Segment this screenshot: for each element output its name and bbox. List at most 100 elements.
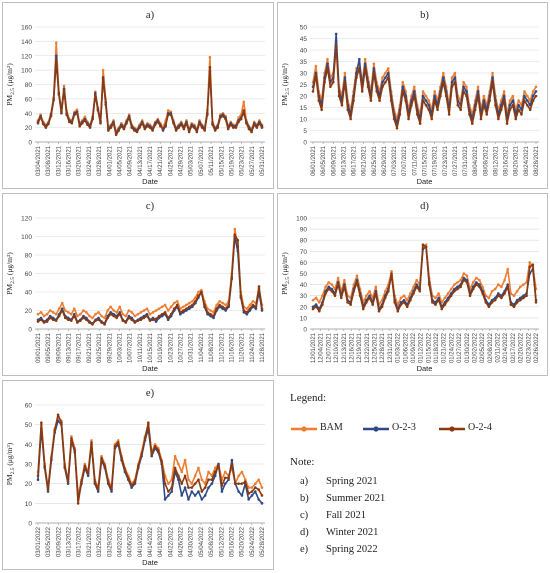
data-point [437,296,440,300]
data-point [418,289,422,293]
note-item: d) Winter 2021 [300,527,385,544]
data-point [188,301,191,305]
x-tick-label: 08/12/2021 [493,145,499,176]
series-line [37,42,263,133]
data-point [178,312,182,316]
data-point [526,99,529,102]
data-point [436,108,439,112]
data-point [60,307,64,310]
data-point [73,312,76,316]
data-point [470,122,474,125]
data-point [213,466,217,470]
data-point [145,314,149,318]
data-point [97,311,100,314]
x-axis-label: Date [142,558,158,567]
x-tick-label: 01/24/2022 [449,332,455,363]
data-point [358,67,361,70]
data-point [182,127,186,131]
data-point [401,80,405,84]
data-point [433,90,436,93]
data-point [210,478,214,482]
y-tick-label: 100 [21,234,32,241]
x-axis-label: Date [417,364,433,373]
data-point [66,480,70,483]
legend-title: Legend: [290,392,327,404]
data-point [314,305,318,309]
data-point [39,316,43,320]
x-tick-label: 06/17/2021 [352,145,358,176]
data-point [223,482,227,485]
data-point [327,287,330,291]
data-point [240,470,244,474]
note-item: a) Spring 2021 [300,476,385,493]
data-point [197,478,200,482]
data-point [106,480,110,483]
data-point [167,482,170,485]
data-point [247,486,250,489]
series-o-2-4 [36,60,264,137]
data-point [44,126,48,129]
data-point [36,474,40,478]
note-title: Note: [290,456,315,468]
x-tick-label: 11/08/2021 [209,332,215,362]
data-point [230,458,234,462]
data-point [343,76,347,79]
data-point [440,307,444,311]
data-point [221,305,224,309]
data-point [73,314,76,318]
x-tick-label: 06/01/2021 [311,145,317,176]
x-tick-label: 09/13/2021 [67,332,73,363]
x-tick-label: 12/28/2021 [380,332,386,363]
data-point [515,301,519,304]
data-point [182,305,185,309]
data-point [143,127,147,131]
data-point [393,301,396,304]
data-point [39,311,43,314]
data-point [343,80,347,84]
data-point [252,123,256,127]
data-point [260,307,264,310]
data-point [54,60,58,63]
data-point [381,85,384,89]
x-tick-label: 10/15/2021 [148,332,154,363]
y-tick-label: 20 [25,308,33,315]
x-tick-label: 05/31/2021 [260,145,266,176]
x-tick-label: 04/01/2021 [107,145,113,176]
data-point [226,127,230,131]
data-point [166,318,170,322]
data-point [221,114,225,118]
data-point [517,108,520,112]
data-point [45,312,49,316]
chart-panel-b: b) 0 5 10 15 20 25 30 35 40 45 50 PM2.5 (μg/m³) 06/01… [277,2,548,189]
data-point [488,99,491,102]
chart-title: b) [420,10,429,21]
data-point [212,316,215,320]
data-point [227,478,230,482]
data-point [137,464,140,468]
data-point [471,281,475,284]
x-tick-label: 04/02/2022 [117,526,123,557]
x-tick-label: 02/11/2022 [496,332,502,362]
y-tick-label: 40 [25,442,33,449]
x-tick-label: 04/10/2022 [138,526,144,557]
y-tick-label: 10 [300,315,308,322]
data-point [151,129,154,132]
data-point [447,113,451,116]
x-tick-label: 04/22/2022 [168,526,174,557]
data-point [220,490,224,493]
x-tick-label: 05/24/2022 [250,526,256,557]
data-point [424,94,428,98]
data-point [500,285,503,289]
series-line [312,44,537,129]
data-point [363,57,367,61]
data-point [247,127,251,131]
chart-a-svg: a) 0 20 40 60 80 100 120 140 160 PM2.5 (μg/m³) 03/0… [5,10,266,186]
data-point [491,80,494,84]
data-point [352,289,356,293]
data-point [106,309,109,312]
data-point [167,494,170,497]
data-point [188,305,191,309]
data-point [453,71,457,75]
data-point [153,123,157,127]
data-point [51,318,55,322]
